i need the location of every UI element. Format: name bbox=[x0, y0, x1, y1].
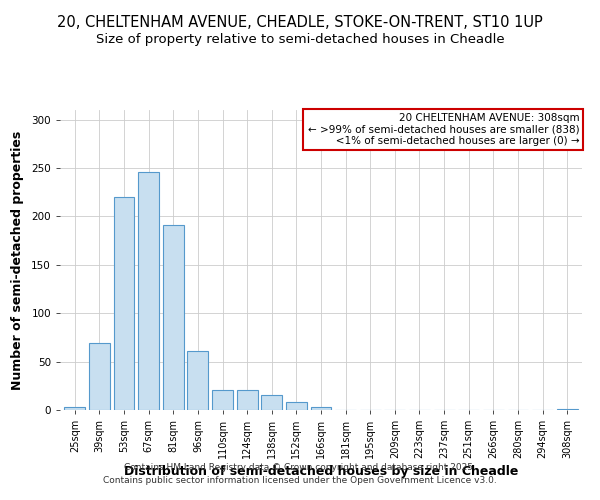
Text: Contains HM Land Registry data © Crown copyright and database right 2025.
Contai: Contains HM Land Registry data © Crown c… bbox=[103, 464, 497, 485]
Bar bbox=[89, 343, 110, 410]
Bar bbox=[311, 407, 331, 410]
Bar bbox=[64, 407, 85, 410]
Text: 20 CHELTENHAM AVENUE: 308sqm
← >99% of semi-detached houses are smaller (838)
  : 20 CHELTENHAM AVENUE: 308sqm ← >99% of s… bbox=[308, 113, 579, 146]
Bar bbox=[286, 402, 307, 410]
Bar bbox=[163, 225, 184, 410]
Text: 20, CHELTENHAM AVENUE, CHEADLE, STOKE-ON-TRENT, ST10 1UP: 20, CHELTENHAM AVENUE, CHEADLE, STOKE-ON… bbox=[57, 15, 543, 30]
Bar bbox=[236, 390, 257, 410]
Bar bbox=[113, 197, 134, 410]
Bar bbox=[261, 396, 282, 410]
Bar bbox=[212, 390, 233, 410]
X-axis label: Distribution of semi-detached houses by size in Cheadle: Distribution of semi-detached houses by … bbox=[124, 466, 518, 478]
Bar bbox=[138, 172, 159, 410]
Bar bbox=[557, 409, 578, 410]
Text: Size of property relative to semi-detached houses in Cheadle: Size of property relative to semi-detach… bbox=[95, 32, 505, 46]
Y-axis label: Number of semi-detached properties: Number of semi-detached properties bbox=[11, 130, 24, 390]
Bar bbox=[187, 351, 208, 410]
